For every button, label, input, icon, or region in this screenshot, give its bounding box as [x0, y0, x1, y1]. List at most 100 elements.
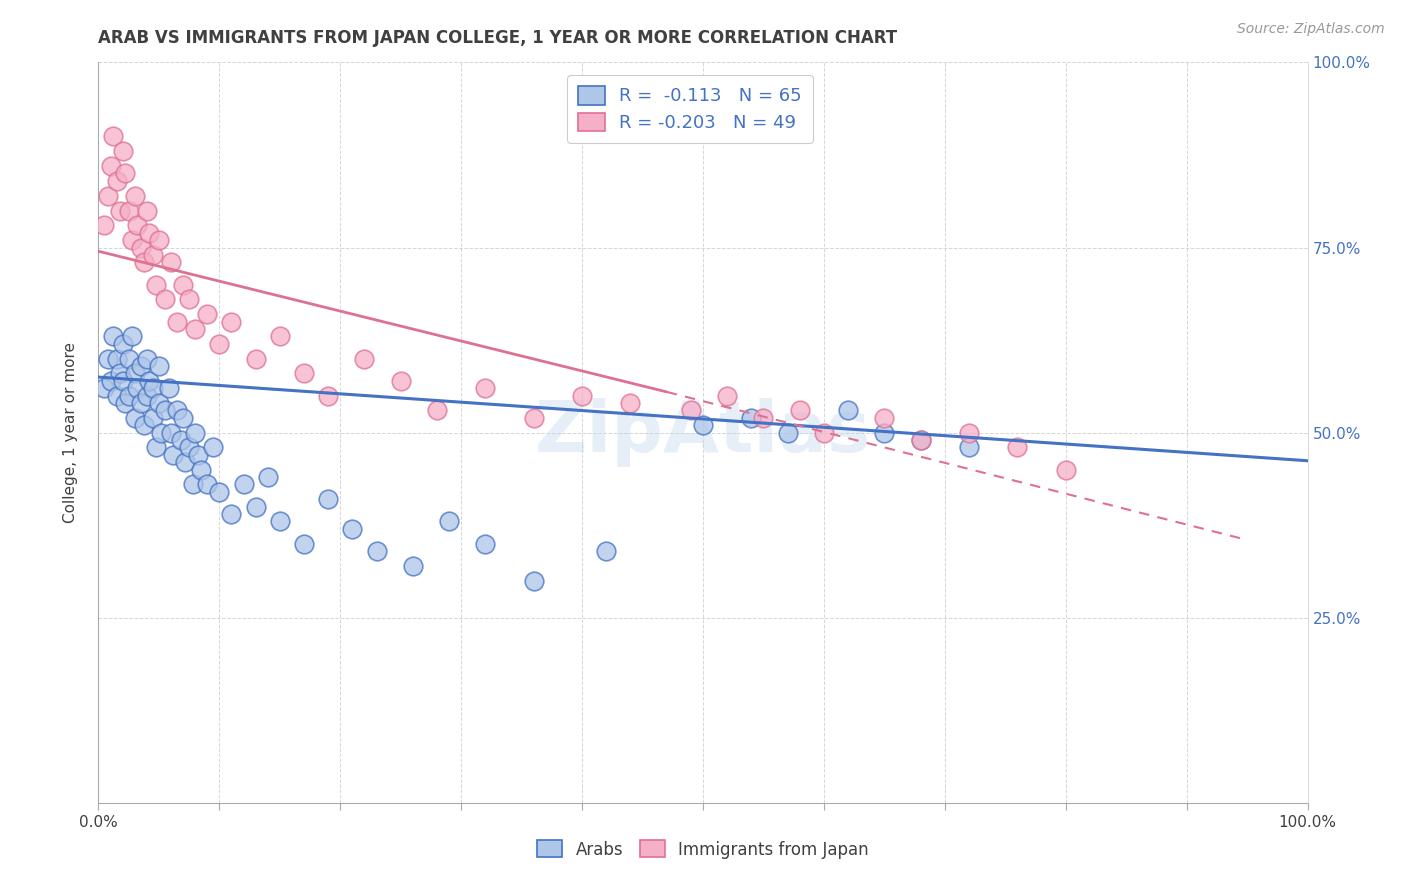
Point — [873, 425, 896, 440]
Point — [366, 544, 388, 558]
Point — [776, 425, 799, 440]
Point — [138, 374, 160, 388]
Point — [184, 322, 207, 336]
Point — [181, 477, 204, 491]
Point — [474, 381, 496, 395]
Point — [127, 219, 149, 233]
Point — [195, 477, 218, 491]
Point — [118, 388, 141, 402]
Point — [426, 403, 449, 417]
Point — [145, 277, 167, 292]
Point — [172, 277, 194, 292]
Point — [221, 314, 243, 328]
Point — [148, 396, 170, 410]
Point — [100, 374, 122, 388]
Point — [389, 374, 412, 388]
Point — [571, 388, 593, 402]
Point — [342, 522, 364, 536]
Point — [910, 433, 932, 447]
Point — [118, 203, 141, 218]
Point — [202, 441, 225, 455]
Point — [162, 448, 184, 462]
Point — [474, 536, 496, 550]
Point — [1054, 462, 1077, 476]
Point — [114, 396, 136, 410]
Point — [97, 188, 120, 202]
Point — [135, 203, 157, 218]
Point — [153, 293, 176, 307]
Point — [316, 492, 339, 507]
Point — [256, 470, 278, 484]
Point — [127, 381, 149, 395]
Point — [157, 381, 180, 395]
Point — [134, 255, 156, 269]
Point — [111, 374, 134, 388]
Point — [740, 410, 762, 425]
Point — [135, 351, 157, 366]
Point — [142, 248, 165, 262]
Point — [160, 255, 183, 269]
Point — [148, 359, 170, 373]
Point — [166, 314, 188, 328]
Legend: Arabs, Immigrants from Japan: Arabs, Immigrants from Japan — [527, 830, 879, 869]
Point — [221, 507, 243, 521]
Point — [101, 329, 124, 343]
Point — [105, 388, 128, 402]
Point — [124, 367, 146, 381]
Point — [142, 410, 165, 425]
Point — [174, 455, 197, 469]
Point — [837, 403, 859, 417]
Point — [179, 293, 201, 307]
Point — [129, 240, 152, 255]
Point — [142, 381, 165, 395]
Point — [100, 159, 122, 173]
Point — [692, 418, 714, 433]
Point — [873, 410, 896, 425]
Point — [1007, 441, 1029, 455]
Text: Source: ZipAtlas.com: Source: ZipAtlas.com — [1237, 22, 1385, 37]
Point — [138, 226, 160, 240]
Point — [679, 403, 702, 417]
Point — [187, 448, 209, 462]
Point — [169, 433, 191, 447]
Point — [160, 425, 183, 440]
Point — [789, 403, 811, 417]
Point — [124, 410, 146, 425]
Point — [93, 381, 115, 395]
Point — [134, 418, 156, 433]
Point — [523, 574, 546, 588]
Point — [179, 441, 201, 455]
Point — [166, 403, 188, 417]
Point — [716, 388, 738, 402]
Point — [269, 515, 291, 529]
Y-axis label: College, 1 year or more: College, 1 year or more — [63, 343, 77, 523]
Point — [93, 219, 115, 233]
Point — [813, 425, 835, 440]
Point — [150, 425, 173, 440]
Point — [114, 166, 136, 180]
Point — [172, 410, 194, 425]
Point — [619, 396, 641, 410]
Point — [269, 329, 291, 343]
Point — [190, 462, 212, 476]
Text: ARAB VS IMMIGRANTS FROM JAPAN COLLEGE, 1 YEAR OR MORE CORRELATION CHART: ARAB VS IMMIGRANTS FROM JAPAN COLLEGE, 1… — [98, 29, 897, 47]
Point — [124, 188, 146, 202]
Point — [208, 336, 231, 351]
Point — [292, 367, 315, 381]
Point — [595, 544, 617, 558]
Point — [245, 500, 267, 514]
Point — [111, 145, 134, 159]
Point — [101, 129, 124, 144]
Point — [232, 477, 254, 491]
Point — [957, 425, 980, 440]
Point — [108, 367, 131, 381]
Point — [957, 441, 980, 455]
Point — [135, 388, 157, 402]
Point — [121, 233, 143, 247]
Point — [118, 351, 141, 366]
Point — [752, 410, 775, 425]
Point — [153, 403, 176, 417]
Point — [195, 307, 218, 321]
Point — [111, 336, 134, 351]
Point — [353, 351, 375, 366]
